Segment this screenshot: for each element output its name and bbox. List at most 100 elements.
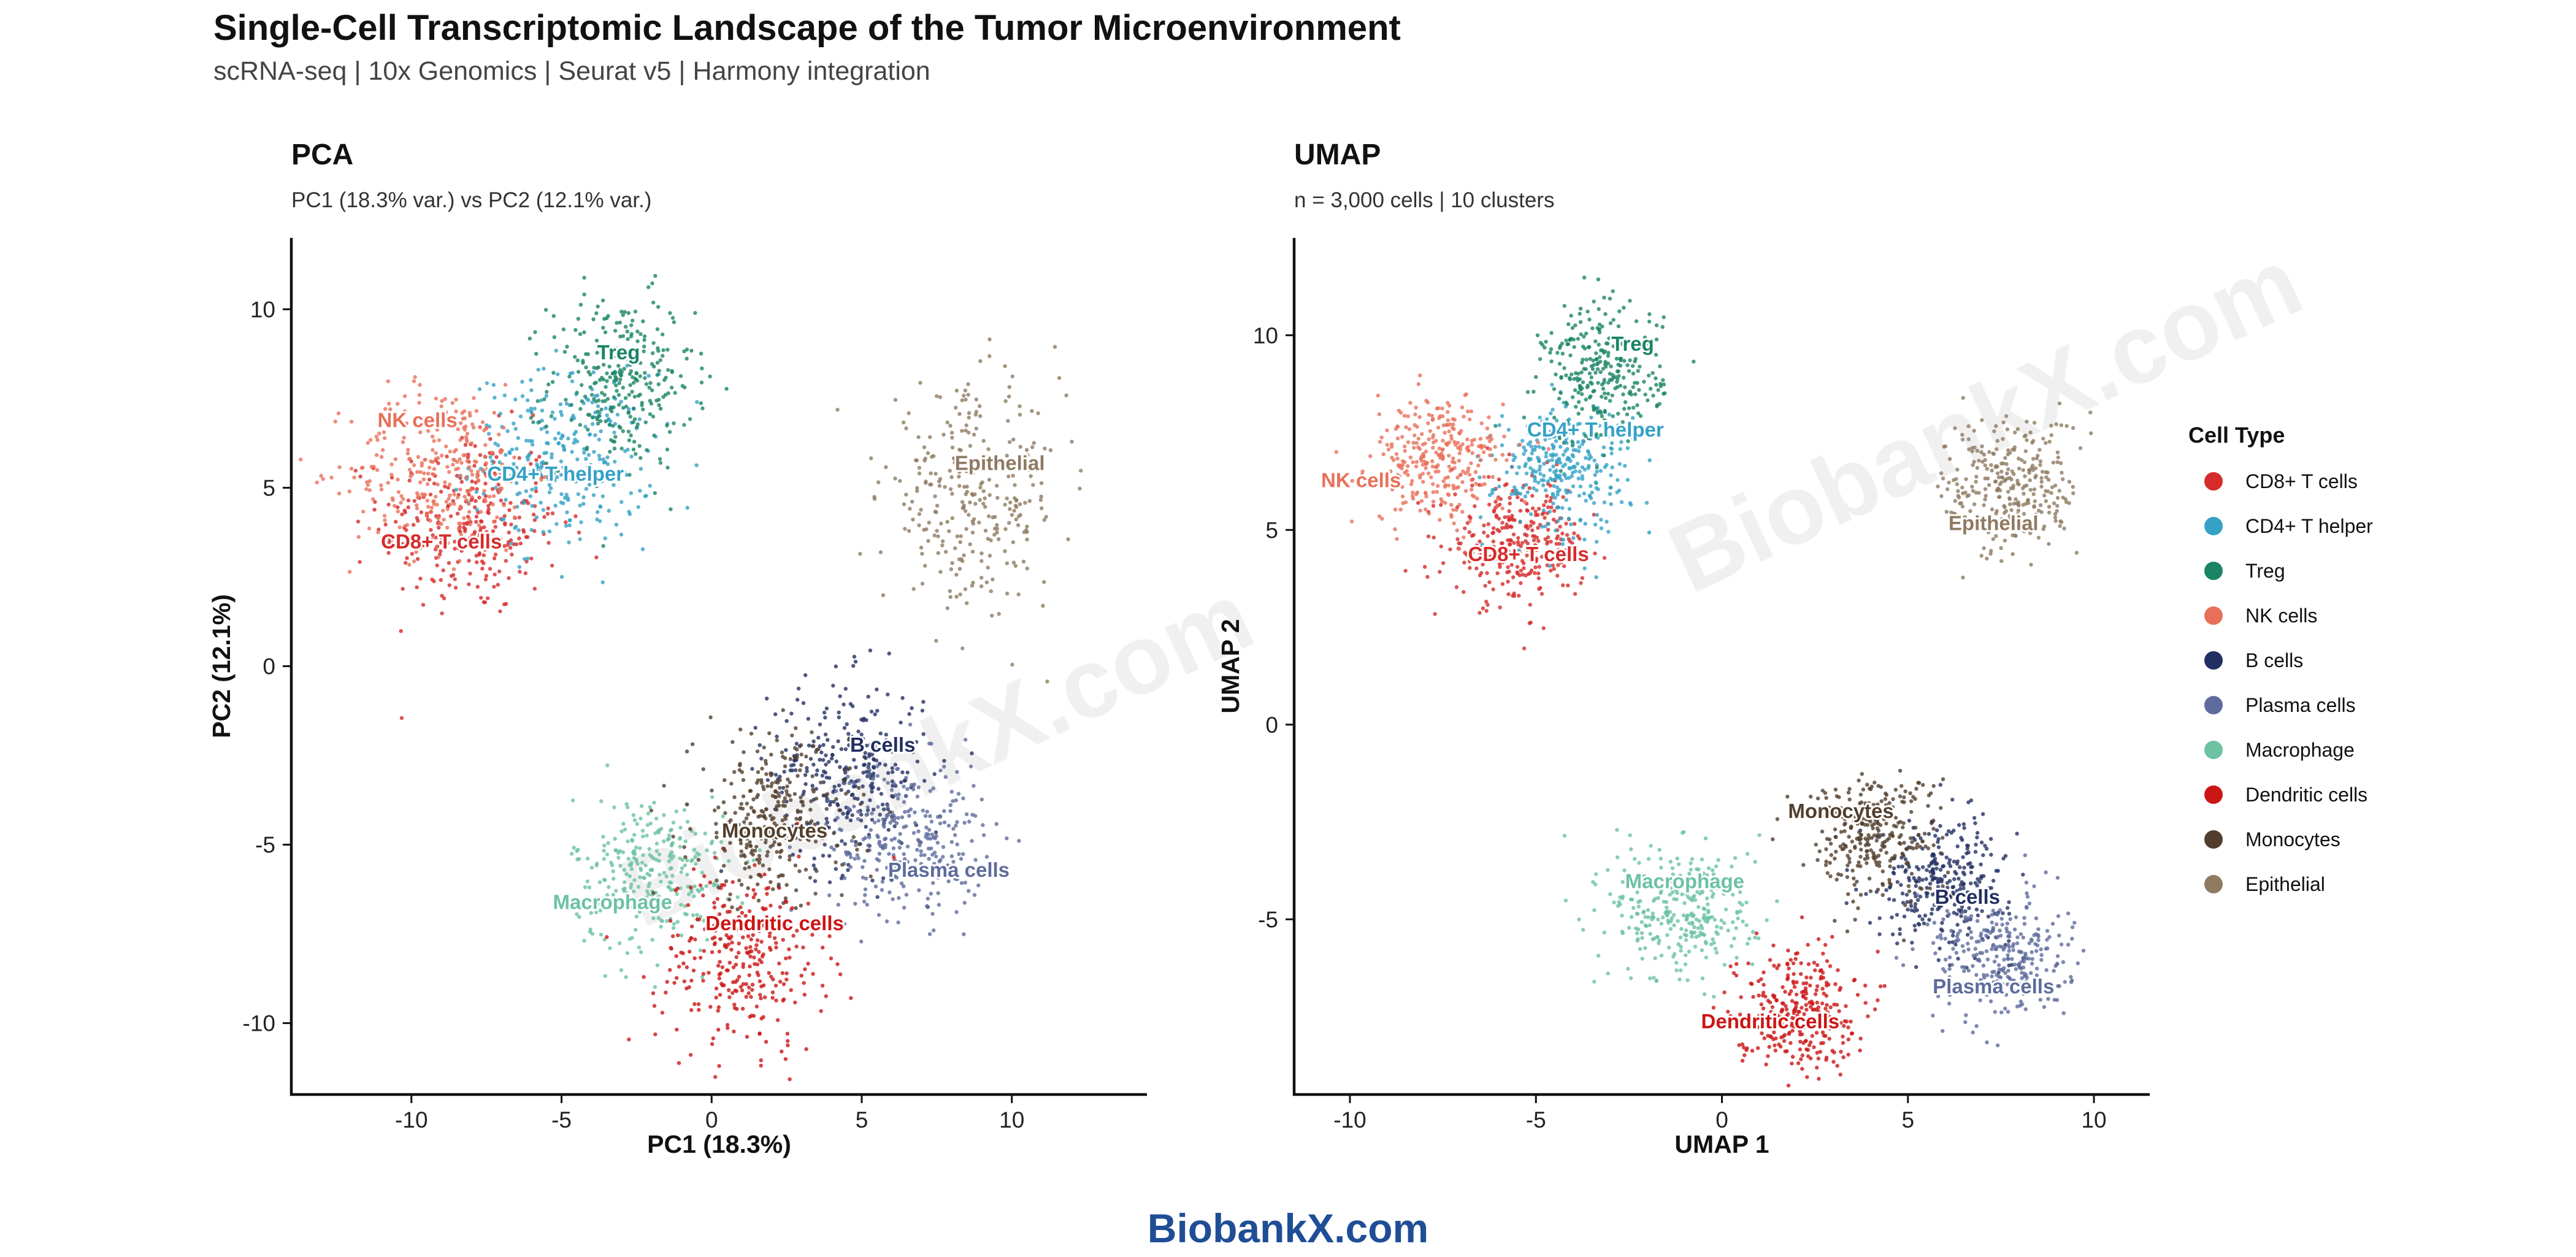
cell-point bbox=[1512, 492, 1517, 496]
cell-point bbox=[336, 411, 341, 416]
cell-point bbox=[1580, 407, 1584, 411]
cell-point bbox=[383, 407, 388, 411]
cell-point bbox=[1511, 575, 1516, 579]
cell-point bbox=[1954, 871, 1958, 876]
cell-point bbox=[1016, 523, 1021, 527]
cell-point bbox=[1684, 928, 1689, 933]
cell-point bbox=[1446, 483, 1451, 487]
cell-point bbox=[761, 863, 765, 868]
cell-point bbox=[981, 489, 986, 494]
cell-point bbox=[481, 561, 486, 565]
cell-point bbox=[979, 576, 984, 580]
cell-point bbox=[445, 454, 449, 459]
cell-point bbox=[610, 405, 614, 410]
cell-point bbox=[598, 519, 602, 524]
cell-point bbox=[1975, 919, 1980, 923]
cell-point bbox=[1557, 362, 1562, 366]
cell-point bbox=[503, 522, 507, 527]
cell-point bbox=[454, 409, 458, 414]
cell-point bbox=[516, 436, 521, 440]
cell-point bbox=[753, 863, 757, 868]
cell-point bbox=[1999, 945, 2004, 949]
cell-point bbox=[1018, 404, 1022, 408]
cell-point bbox=[582, 939, 586, 943]
cell-point bbox=[393, 457, 398, 461]
cell-point bbox=[1482, 523, 1486, 528]
cell-point bbox=[764, 807, 769, 811]
cell-point bbox=[1438, 518, 1442, 522]
cell-point bbox=[1537, 565, 1541, 569]
cell-point bbox=[938, 768, 943, 773]
cell-point bbox=[443, 480, 447, 484]
cell-point bbox=[876, 912, 881, 917]
cell-point bbox=[1010, 662, 1014, 667]
cell-point bbox=[772, 936, 777, 941]
cell-point bbox=[552, 335, 557, 339]
cell-point bbox=[1541, 446, 1545, 450]
cell-point bbox=[776, 781, 780, 785]
cell-point bbox=[734, 989, 739, 993]
cell-point bbox=[1562, 304, 1566, 308]
cell-point bbox=[751, 797, 756, 801]
cell-point bbox=[1660, 325, 1665, 329]
cell-point bbox=[669, 843, 674, 848]
cell-point bbox=[987, 478, 992, 482]
cell-point bbox=[1405, 469, 1409, 473]
cell-point bbox=[604, 419, 608, 424]
cell-point bbox=[1659, 953, 1664, 958]
cell-point bbox=[780, 971, 785, 976]
cell-point bbox=[575, 457, 580, 462]
cell-point bbox=[1447, 429, 1451, 434]
cell-point bbox=[1637, 388, 1641, 392]
cell-point bbox=[1563, 462, 1568, 467]
cell-point bbox=[1584, 456, 1588, 460]
y-tick-label: 0 bbox=[263, 654, 275, 679]
cell-point bbox=[578, 503, 582, 508]
cell-point bbox=[555, 475, 559, 479]
cell-point bbox=[848, 852, 853, 857]
cell-point bbox=[675, 886, 680, 891]
cell-point bbox=[1913, 905, 1917, 910]
cell-point bbox=[635, 339, 640, 343]
cell-point bbox=[1552, 509, 1557, 513]
cell-point bbox=[621, 313, 625, 317]
cell-point bbox=[566, 436, 570, 441]
cell-point bbox=[513, 525, 517, 530]
cell-point bbox=[2070, 936, 2074, 941]
cell-point bbox=[1593, 370, 1598, 375]
cell-point bbox=[1549, 411, 1553, 416]
cell-point bbox=[655, 327, 660, 331]
cell-point bbox=[534, 486, 538, 491]
cell-point bbox=[1572, 531, 1576, 535]
cell-point bbox=[435, 502, 439, 507]
cell-point bbox=[1451, 486, 1456, 491]
cell-point bbox=[580, 399, 585, 403]
cell-point bbox=[979, 551, 984, 556]
cell-point bbox=[904, 776, 908, 780]
cell-point bbox=[889, 877, 894, 882]
cell-point bbox=[972, 784, 976, 788]
cell-point bbox=[1406, 440, 1411, 445]
cell-point bbox=[1578, 484, 1583, 489]
cell-point bbox=[1598, 468, 1603, 473]
cell-point bbox=[600, 391, 604, 395]
cell-point bbox=[605, 413, 609, 418]
cell-point bbox=[456, 540, 461, 544]
cell-point bbox=[529, 416, 533, 420]
cell-point bbox=[2069, 980, 2074, 984]
cell-point bbox=[898, 479, 902, 483]
cell-point bbox=[765, 784, 770, 789]
cell-point bbox=[789, 711, 794, 716]
cell-point bbox=[526, 501, 531, 505]
cell-point bbox=[651, 415, 656, 419]
cell-point bbox=[979, 584, 984, 589]
cell-point bbox=[942, 820, 947, 825]
cell-point bbox=[897, 860, 902, 865]
cell-point bbox=[1894, 955, 1899, 960]
cell-point bbox=[893, 816, 897, 820]
cell-point bbox=[1478, 515, 1483, 519]
cell-point bbox=[829, 845, 834, 850]
cell-point bbox=[761, 810, 765, 814]
cell-point bbox=[1507, 518, 1511, 522]
cell-point bbox=[490, 464, 495, 468]
